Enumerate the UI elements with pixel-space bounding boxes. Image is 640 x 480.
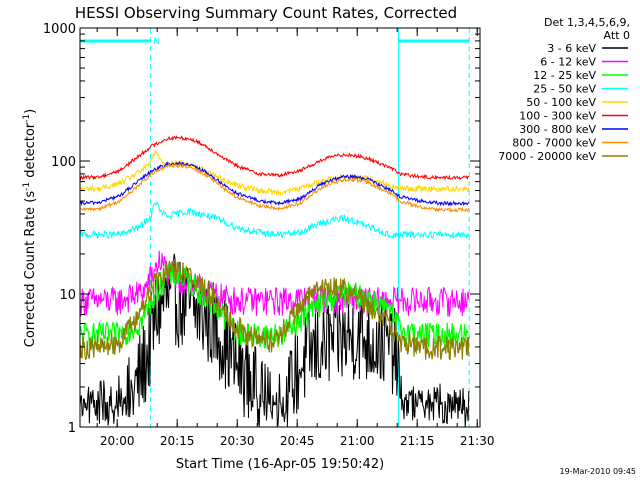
legend-entry-label: 100 - 300 keV xyxy=(519,110,596,123)
y-axis-label: Corrected Count Rate (s-1 detector-1) xyxy=(22,109,38,347)
x-tick-label: 20:00 xyxy=(100,434,135,448)
series-line xyxy=(80,162,470,213)
y-tick-label: 1 xyxy=(68,421,76,436)
y-tick-label: 1000 xyxy=(43,22,76,37)
series-line xyxy=(80,149,470,196)
x-tick-label: 20:30 xyxy=(220,434,255,448)
axis-layer: 20:00 20:15 20:30 20:45 21:00 21:15 21:30 1 10 10… xyxy=(43,22,495,448)
series-line xyxy=(80,160,470,207)
y-axis-label-end: ) xyxy=(23,109,38,114)
series-layer xyxy=(80,134,470,427)
chart-title: HESSI Observing Summary Count Rates, Cor… xyxy=(75,4,457,22)
legend-entry-label: 6 - 12 keV xyxy=(540,56,596,69)
x-tick-label: 21:30 xyxy=(460,434,495,448)
y-axis-label-main: Corrected Count Rate (s xyxy=(23,191,38,348)
legend-entry-label: 3 - 6 keV xyxy=(547,42,596,55)
x-tick-label: 21:15 xyxy=(400,434,435,448)
legend-entry-label: 300 - 800 keV xyxy=(519,123,596,136)
y-axis-label-sup2: -1 xyxy=(22,114,32,123)
legend-entry-label: 25 - 50 keV xyxy=(533,83,596,96)
y-tick-label: 100 xyxy=(51,155,76,170)
legend-header-line-1: Det 1,3,4,5,6,9, xyxy=(544,16,630,29)
y-tick-label: 10 xyxy=(59,288,76,303)
generation-timestamp: 19-Mar-2010 09:45 xyxy=(560,467,637,476)
plot-frame xyxy=(79,27,481,428)
legend-entry-label: 12 - 25 keV xyxy=(533,69,596,82)
series-line xyxy=(80,260,470,361)
x-tick-label: 21:00 xyxy=(340,434,375,448)
series-line xyxy=(80,250,470,317)
legend-entry-label: 7000 - 20000 keV xyxy=(498,150,596,163)
flag-label: N xyxy=(153,37,160,47)
legend-entry-label: 800 - 7000 keV xyxy=(512,137,596,150)
series-line xyxy=(80,253,470,427)
x-tick-label: 20:15 xyxy=(160,434,195,448)
x-tick-label: 20:45 xyxy=(280,434,315,448)
y-axis-label-sup1: -1 xyxy=(22,182,32,191)
series-line xyxy=(80,134,469,181)
plot-area: N 20:00 20:15 20:30 20:45 21:00 21:15 21:30 1 10… xyxy=(43,22,495,448)
y-axis-label-mid: detector xyxy=(23,122,38,182)
legend-entry-label: 50 - 100 keV xyxy=(526,96,596,109)
x-axis-label: Start Time (16-Apr-05 19:50:42) xyxy=(176,457,384,472)
series-line xyxy=(80,200,470,240)
flag-layer: N xyxy=(80,28,470,427)
legend-header-line-2: Att 0 xyxy=(604,29,630,42)
